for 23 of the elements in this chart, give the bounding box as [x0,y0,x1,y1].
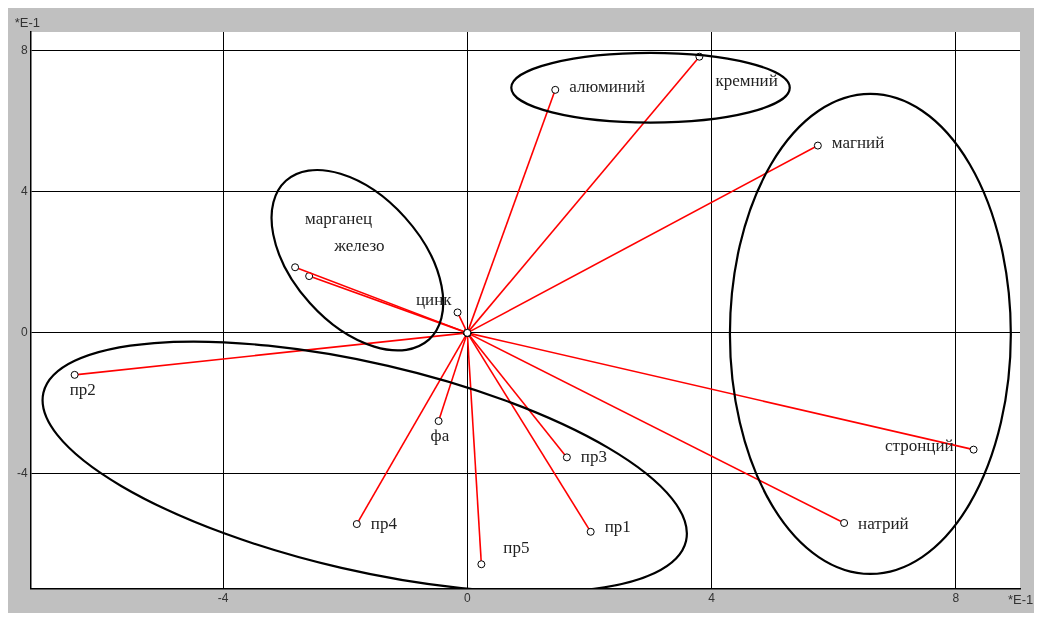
x-tick-label: 0 [463,591,471,606]
series-label: пр2 [69,380,96,400]
y-tick-label: -4 [17,466,28,481]
series-label: натрий [858,514,909,534]
series-label: алюминий [569,77,646,97]
y-tick-label: 0 [20,325,28,340]
series-label: пр5 [503,537,530,557]
text: марганец [305,208,373,228]
series-label: железо [333,235,385,255]
y-axis-title: *E-1 [14,15,40,31]
series-label: пр4 [370,513,398,533]
x-tick-label: 4 [708,591,716,606]
x-tick-label: 8 [952,591,960,606]
y-tick-label: 4 [20,184,28,199]
series-label: кремний [715,71,778,91]
series-label: пр1 [604,517,631,537]
series-label: магний [831,133,885,153]
series-label: стронций [885,436,954,456]
series-label: фа [430,425,450,445]
y-tick-label: 8 [20,43,28,58]
x-tick-label: -4 [217,591,229,606]
x-axis-title: *E-1 [1008,591,1034,607]
series-label: пр3 [580,446,607,466]
